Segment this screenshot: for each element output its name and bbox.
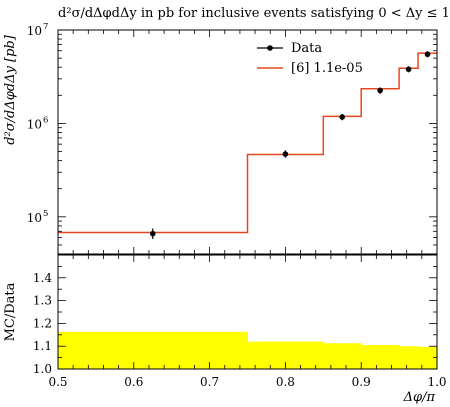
bottom-panel-axes: 0.5 0.6 0.7 0.8 0.9 1.0 1.0 1.1 1.2 1.3 1.4	[33, 254, 447, 389]
legend-prediction-label: [6] 1.1e-05	[291, 61, 363, 76]
x-tick-label: 0.8	[276, 375, 295, 389]
ratio-band-bin	[361, 345, 400, 369]
y-tick-label: 10	[27, 24, 42, 38]
ratio-y-tick-label: 1.1	[33, 339, 52, 353]
prediction-histogram	[58, 52, 437, 234]
data-point	[282, 151, 289, 157]
ratio-band-bin	[58, 331, 248, 369]
y-tick-label: 10	[27, 117, 42, 131]
x-tick-label: 0.6	[124, 375, 143, 389]
ratio-band-bin	[323, 343, 362, 369]
data-point	[339, 114, 346, 120]
y-tick-label: 10	[27, 211, 42, 225]
x-tick-label: 1.0	[427, 375, 446, 389]
top-y-axis-label: d²σ/dΔφdΔy [pb]	[3, 34, 18, 145]
ratio-y-tick-label: 1.2	[33, 316, 52, 330]
data-point	[377, 87, 383, 94]
ratio-band	[58, 331, 438, 369]
y-tick-label-exponent: 6	[43, 115, 48, 125]
ratio-y-tick-label: 1.0	[33, 362, 52, 376]
legend-data-marker	[267, 45, 273, 51]
y-tick-label-exponent: 7	[43, 22, 48, 32]
data-points	[149, 51, 431, 239]
ratio-y-tick-label: 1.3	[33, 294, 52, 308]
legend: Data [6] 1.1e-05	[257, 41, 363, 76]
legend-entry-data: Data	[257, 41, 322, 56]
ratio-band-bin	[418, 346, 438, 369]
x-tick-label: 0.7	[200, 375, 219, 389]
data-point	[149, 230, 156, 237]
bottom-y-axis-label: MC/Data	[3, 282, 18, 341]
legend-data-label: Data	[291, 41, 322, 56]
chart-title: d²σ/dΔφdΔy in pb for inclusive events sa…	[58, 6, 450, 21]
data-point	[424, 51, 431, 58]
ratio-band-bin	[399, 346, 419, 369]
x-axis-label: Δφ/π	[403, 390, 436, 405]
legend-entry-prediction: [6] 1.1e-05	[257, 61, 363, 76]
x-tick-label: 0.9	[352, 375, 371, 389]
data-point	[405, 66, 412, 73]
x-tick-label: 0.5	[48, 375, 67, 389]
y-tick-label-exponent: 5	[43, 209, 48, 219]
top-panel-frame	[57, 29, 438, 255]
ratio-y-tick-label: 1.4	[33, 271, 52, 285]
prediction-line	[58, 52, 437, 234]
